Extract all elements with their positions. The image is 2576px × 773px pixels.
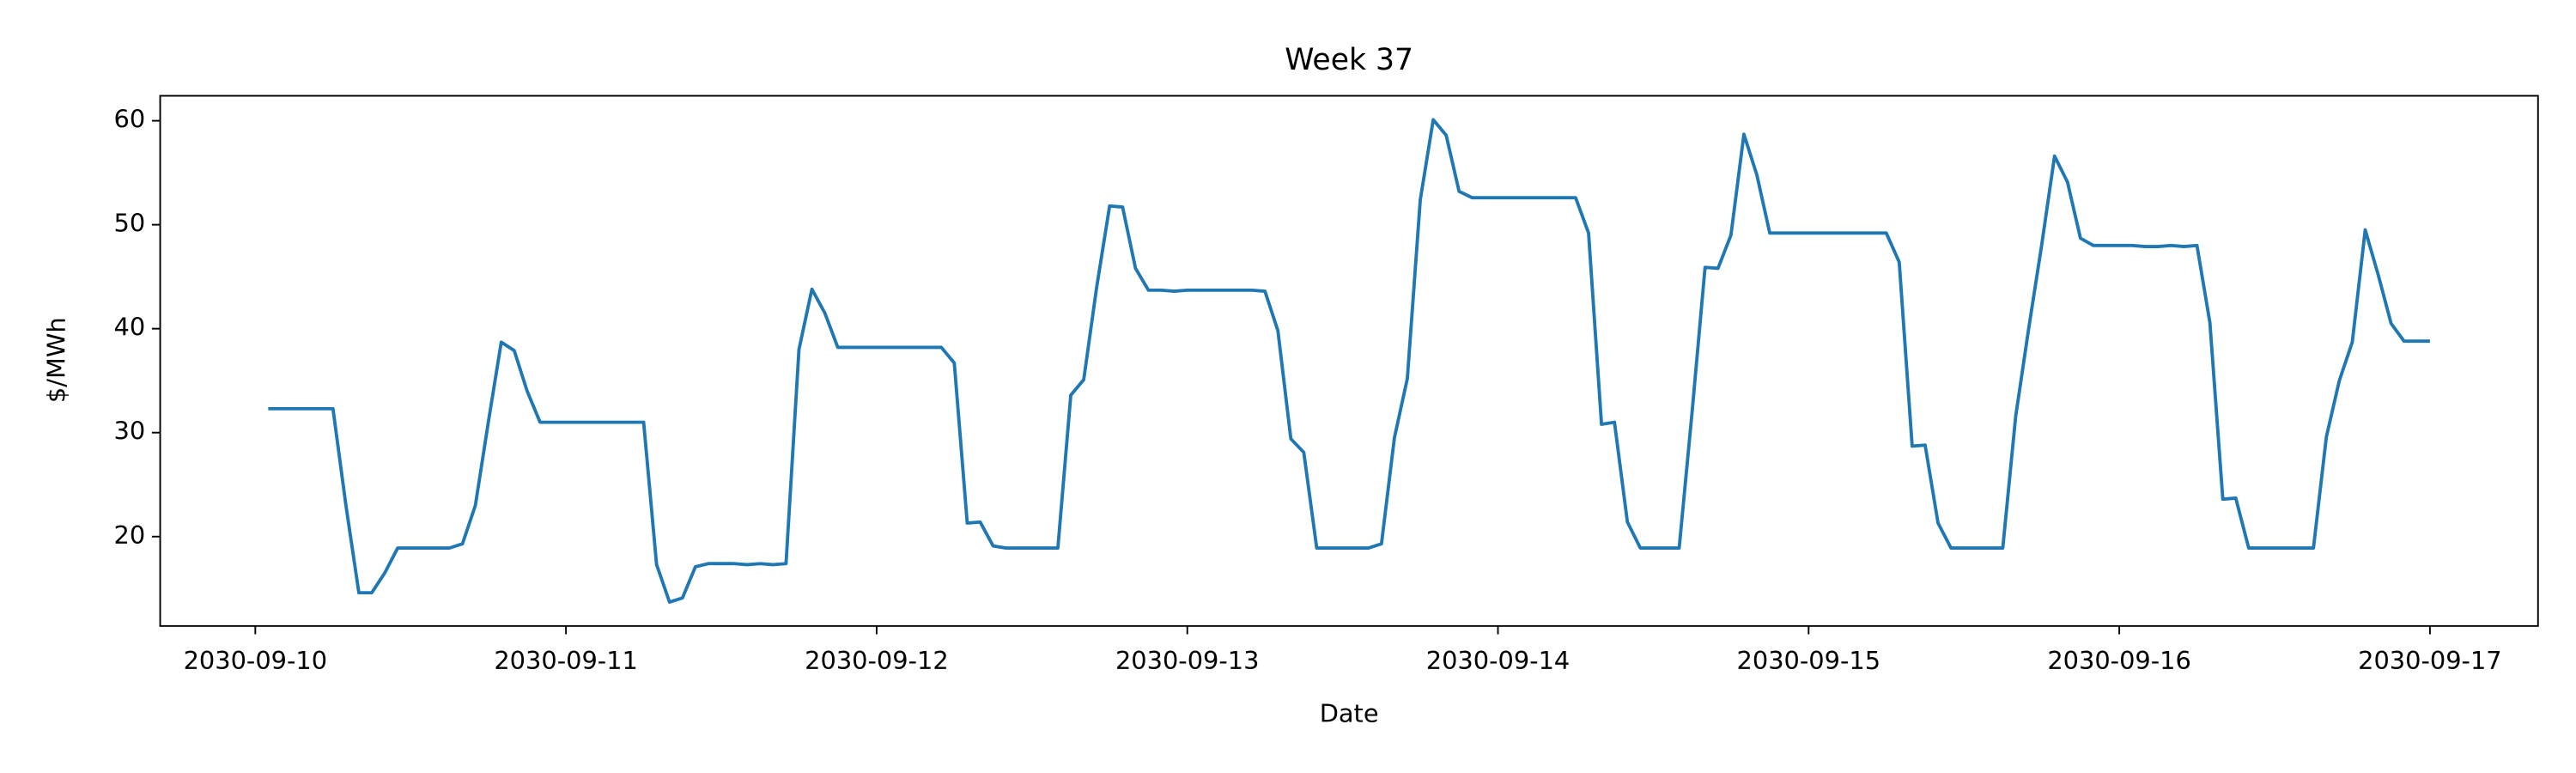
x-tick-label: 2030-09-10 <box>184 646 328 675</box>
y-axis-label: $/MWh <box>41 317 70 403</box>
x-tick-label: 2030-09-14 <box>1426 646 1571 675</box>
y-tick-label: 30 <box>114 417 146 446</box>
x-tick-label: 2030-09-11 <box>494 646 638 675</box>
y-tick-label: 40 <box>114 313 146 342</box>
x-tick-label: 2030-09-17 <box>2358 646 2502 675</box>
x-tick-label: 2030-09-13 <box>1115 646 1260 675</box>
x-tick-label: 2030-09-16 <box>2047 646 2191 675</box>
plot-frame <box>159 94 2539 627</box>
x-tick-label: 2030-09-12 <box>805 646 949 675</box>
y-tick-label: 20 <box>114 520 146 550</box>
y-tick-label: 50 <box>114 209 146 238</box>
data-line <box>268 118 2430 604</box>
x-tick-label: 2030-09-15 <box>1737 646 1881 675</box>
x-axis-label: Date <box>1320 699 1379 728</box>
chart-title: Week 37 <box>1285 43 1413 77</box>
y-tick-label: 60 <box>114 105 146 134</box>
